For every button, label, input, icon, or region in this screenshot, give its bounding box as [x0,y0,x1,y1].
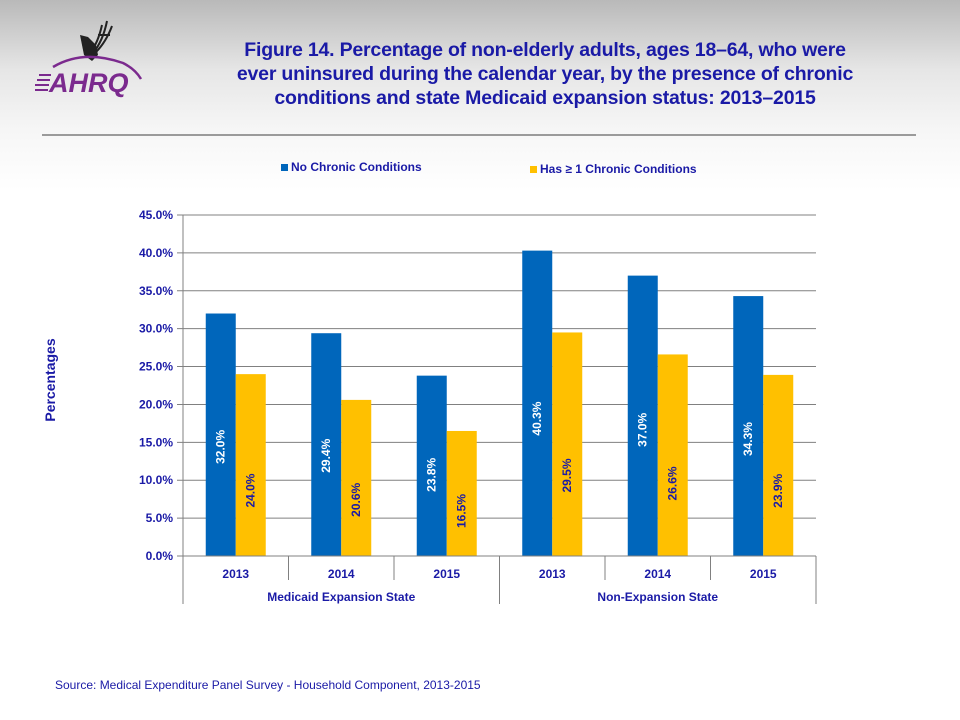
y-tick-label: 20.0% [139,397,173,411]
y-axis-ticks: 0.0% 5.0% 10.0% 15.0% 20.0% 25.0% 30.0% 35.0% 40… [139,208,173,563]
title-line: conditions and state Medicaid expansion … [274,87,816,109]
x-tick-label: 2015 [750,567,777,581]
y-tick-label: 35.0% [139,284,173,298]
bar-no-chronic [311,333,342,556]
data-label: 29.5% [560,458,574,492]
legend-item-has-chronic: Has ≥ 1 Chronic Conditions [530,162,697,176]
hhs-eagle-icon [80,20,113,61]
gridlines [177,214,816,557]
bars [205,250,794,557]
x-group-label: Medicaid Expansion State [267,590,415,604]
bar-no-chronic [733,296,764,556]
bar-has-chronic [446,430,477,556]
bar-has-chronic [763,374,794,556]
bar-has-chronic [341,399,372,556]
data-label: 37.0% [636,412,650,446]
ahrq-arc [52,55,143,80]
data-labels: 32.0% 24.0% 29.4% 20.6% 23.8% 16.5% 40.3% 29.5%… [214,401,786,528]
data-label: 20.6% [349,482,363,516]
x-tick-label: 2014 [644,567,671,581]
bar-no-chronic [205,313,236,556]
title-line: ever uninsured during the calendar year,… [236,63,854,85]
bar-has-chronic [235,374,266,556]
data-label: 26.6% [666,466,680,500]
data-label: 40.3% [530,401,544,435]
legend-item-no-chronic: No Chronic Conditions [281,160,422,174]
y-tick-label: 10.0% [139,473,173,487]
legend-swatch-gold [530,165,537,173]
y-tick-label: 30.0% [139,322,173,336]
data-label: 34.3% [741,422,755,456]
y-tick-label: 0.0% [146,549,174,563]
data-label: 16.5% [455,494,469,528]
title-line: Figure 14. Percentage of non-elderly adu… [244,39,846,61]
y-tick-label: 40.0% [139,246,173,260]
x-tick-label: 2013 [222,567,249,581]
ahrq-logo: AHRQ [35,20,143,98]
x-tick-label: 2015 [433,567,460,581]
data-label: 24.0% [244,473,258,507]
data-label: 23.9% [771,473,785,507]
x-group-label: Non-Expansion State [597,590,718,604]
legend-swatch-blue [281,163,288,171]
source-note: Source: Medical Expenditure Panel Survey… [55,678,481,692]
x-tick-label: 2014 [328,567,355,581]
bar-has-chronic [657,354,688,556]
header-divider [42,134,916,136]
bar-no-chronic [522,250,553,557]
ahrq-wordmark: AHRQ [48,68,129,98]
bar-no-chronic [416,375,447,556]
y-tick-label: 5.0% [146,511,174,525]
x-axis: 2013 2014 2015 2013 2014 2015 Medicaid Expansi… [182,555,817,604]
ahrq-speed-lines [35,74,51,91]
y-tick-label: 25.0% [139,360,173,374]
bar-has-chronic [552,332,583,556]
y-tick-label: 15.0% [139,435,173,449]
data-label: 32.0% [214,430,228,464]
data-label: 29.4% [319,438,333,472]
bar-no-chronic [627,275,658,556]
chart-title: Figure 14. Percentage of non-elderly adu… [200,38,890,110]
data-label: 23.8% [425,458,439,492]
y-tick-label: 45.0% [139,208,173,222]
legend-label: Has ≥ 1 Chronic Conditions [540,162,697,176]
x-tick-label: 2013 [539,567,566,581]
legend-label: No Chronic Conditions [291,160,422,174]
